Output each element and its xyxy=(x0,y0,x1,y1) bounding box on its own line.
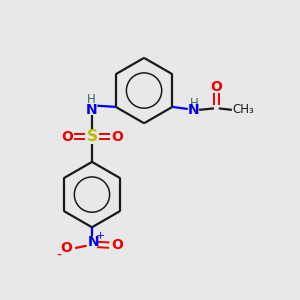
Text: S: S xyxy=(86,129,98,144)
Text: O: O xyxy=(61,130,73,144)
Text: N: N xyxy=(86,103,98,117)
Text: N: N xyxy=(88,235,99,249)
Text: -: - xyxy=(57,248,62,262)
Text: N: N xyxy=(188,103,199,117)
Text: +: + xyxy=(96,231,106,241)
Text: H: H xyxy=(189,97,198,110)
Text: H: H xyxy=(87,93,96,106)
Text: O: O xyxy=(111,238,123,252)
Text: CH₃: CH₃ xyxy=(232,103,254,116)
Text: O: O xyxy=(111,130,123,144)
Text: O: O xyxy=(210,80,222,94)
Text: O: O xyxy=(61,241,72,255)
